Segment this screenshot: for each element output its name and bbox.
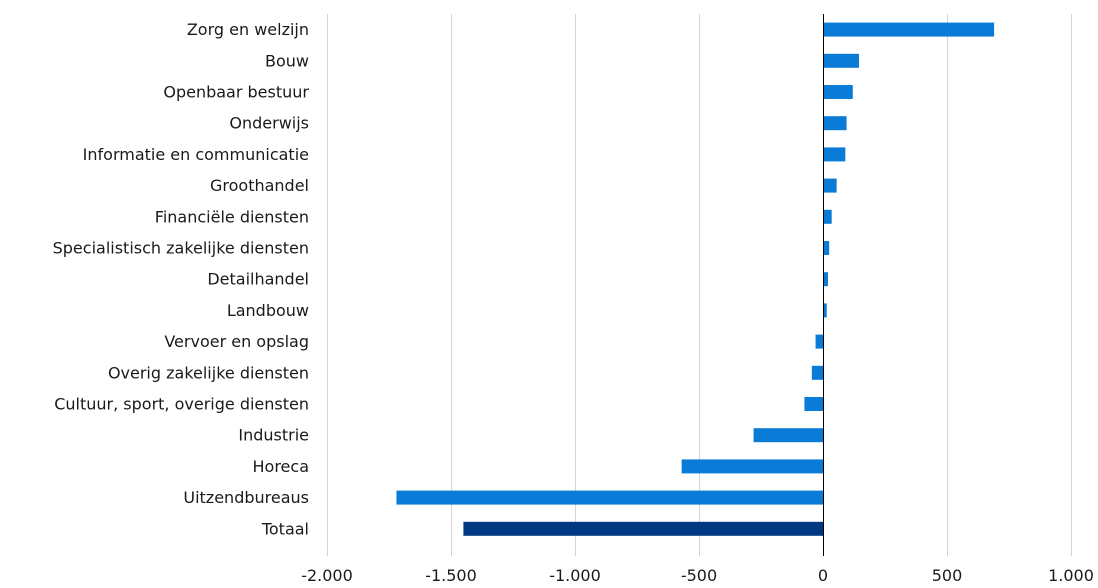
bars bbox=[396, 22, 995, 536]
category-label: Uitzendbureaus bbox=[183, 488, 309, 507]
x-tick-label: -2.000 bbox=[301, 566, 353, 585]
bar-zorg-en-welzijn bbox=[823, 22, 995, 37]
category-label: Specialistisch zakelijke diensten bbox=[53, 239, 309, 258]
bar-openbaar-bestuur bbox=[823, 85, 853, 99]
bar-totaal bbox=[463, 521, 823, 536]
category-label: Bouw bbox=[265, 51, 309, 70]
category-label: Horeca bbox=[253, 457, 310, 476]
bar-uitzendbureaus bbox=[396, 490, 823, 505]
category-label: Industrie bbox=[238, 426, 309, 445]
bar-landbouw bbox=[823, 303, 827, 318]
bar-bouw bbox=[823, 53, 859, 68]
bar-onderwijs bbox=[823, 116, 847, 131]
category-label: Openbaar bestuur bbox=[163, 83, 309, 102]
category-labels: Zorg en welzijn Bouw Openbaar bestuur Onder… bbox=[53, 20, 310, 538]
bar-cultuur-sport-overige-diensten bbox=[804, 397, 823, 411]
category-label: Groothandel bbox=[210, 176, 309, 195]
category-label: Landbouw bbox=[227, 301, 309, 320]
bar-horeca bbox=[681, 459, 823, 474]
category-label: Financiële diensten bbox=[155, 207, 309, 226]
x-tick-label: 500 bbox=[932, 566, 963, 585]
bar-vervoer-en-opslag bbox=[815, 334, 823, 349]
bar-specialistisch-zakelijke-diensten bbox=[823, 241, 830, 255]
bar-industrie bbox=[753, 428, 823, 443]
x-tick-label: -500 bbox=[681, 566, 717, 585]
category-label: Onderwijs bbox=[229, 114, 309, 133]
bar-groothandel bbox=[823, 178, 837, 193]
bar-informatie-en-communicatie bbox=[823, 147, 846, 162]
x-tick-labels: -2.000 -1.500 -1.000 -500 0 500 1.000 bbox=[301, 566, 1094, 585]
category-label: Detailhandel bbox=[207, 270, 309, 289]
category-label: Overig zakelijke diensten bbox=[108, 363, 309, 382]
category-label: Informatie en communicatie bbox=[83, 145, 309, 164]
bar-overig-zakelijke-diensten bbox=[811, 365, 823, 380]
bar-financi-le-diensten bbox=[823, 209, 832, 224]
gridlines bbox=[327, 14, 1072, 556]
bar-detailhandel bbox=[823, 272, 828, 287]
x-tick-label: -1.000 bbox=[549, 566, 601, 585]
x-tick-label: 0 bbox=[818, 566, 828, 585]
x-tick-label: 1.000 bbox=[1048, 566, 1094, 585]
category-label: Totaal bbox=[261, 519, 309, 538]
category-label: Zorg en welzijn bbox=[187, 20, 309, 39]
category-label: Cultuur, sport, overige diensten bbox=[54, 395, 309, 414]
x-tick-label: -1.500 bbox=[425, 566, 477, 585]
category-label: Vervoer en opslag bbox=[164, 332, 309, 351]
